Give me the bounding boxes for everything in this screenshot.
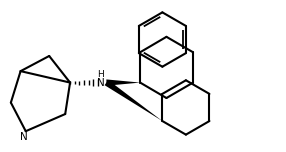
Polygon shape — [105, 80, 162, 121]
Polygon shape — [106, 79, 140, 86]
Text: N: N — [97, 78, 105, 88]
Text: H: H — [98, 70, 104, 79]
Text: N: N — [20, 133, 28, 142]
